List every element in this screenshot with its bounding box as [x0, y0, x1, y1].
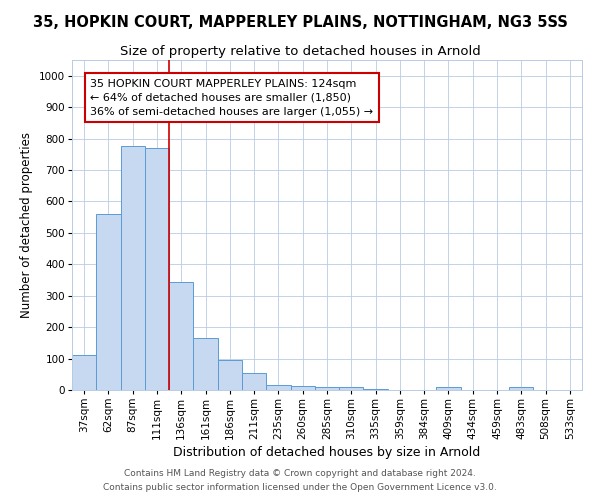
Bar: [315, 387, 339, 390]
Bar: [193, 338, 218, 390]
Bar: [436, 388, 461, 390]
Bar: [72, 356, 96, 390]
Text: 35 HOPKIN COURT MAPPERLEY PLAINS: 124sqm
← 64% of detached houses are smaller (1: 35 HOPKIN COURT MAPPERLEY PLAINS: 124sqm…: [90, 79, 373, 117]
Bar: [169, 282, 193, 390]
Text: Size of property relative to detached houses in Arnold: Size of property relative to detached ho…: [119, 45, 481, 58]
Y-axis label: Number of detached properties: Number of detached properties: [20, 132, 34, 318]
Bar: [121, 146, 145, 390]
Bar: [266, 386, 290, 390]
Bar: [290, 386, 315, 390]
Bar: [364, 389, 388, 390]
Text: Contains public sector information licensed under the Open Government Licence v3: Contains public sector information licen…: [103, 484, 497, 492]
Text: Contains HM Land Registry data © Crown copyright and database right 2024.: Contains HM Land Registry data © Crown c…: [124, 468, 476, 477]
Bar: [509, 388, 533, 390]
Text: 35, HOPKIN COURT, MAPPERLEY PLAINS, NOTTINGHAM, NG3 5SS: 35, HOPKIN COURT, MAPPERLEY PLAINS, NOTT…: [32, 15, 568, 30]
Bar: [96, 214, 121, 390]
Bar: [218, 360, 242, 390]
X-axis label: Distribution of detached houses by size in Arnold: Distribution of detached houses by size …: [173, 446, 481, 459]
Bar: [339, 387, 364, 390]
Bar: [242, 372, 266, 390]
Bar: [145, 148, 169, 390]
